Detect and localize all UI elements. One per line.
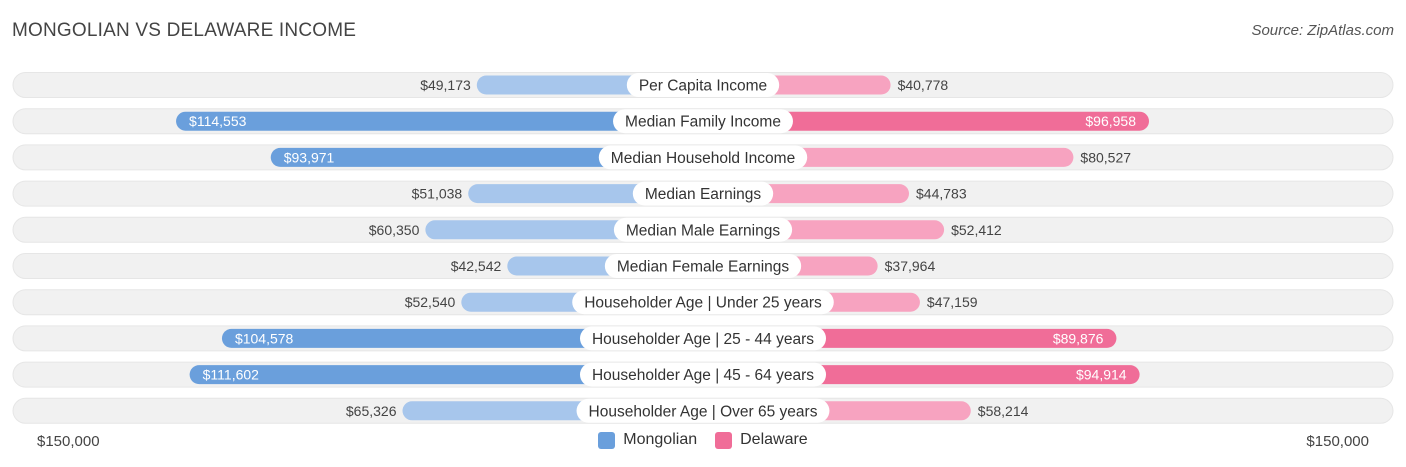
category-label-row-8: Householder Age | 45 - 64 years xyxy=(592,367,814,384)
legend-swatch-delaware xyxy=(715,431,733,449)
value-label-mongolian-row-1: $114,553 xyxy=(189,113,247,129)
bar-mongolian-row-1 xyxy=(176,111,703,131)
category-label-row-1: Median Family Income xyxy=(625,114,781,131)
value-label-delaware-row-2: $80,527 xyxy=(1080,149,1131,165)
value-label-delaware-row-3: $44,783 xyxy=(916,186,967,202)
category-label-row-2: Median Household Income xyxy=(611,150,795,167)
category-pill-row-8 xyxy=(579,362,827,387)
category-pill-row-3 xyxy=(632,181,774,206)
category-label-row-4: Median Male Earnings xyxy=(626,222,780,239)
axis-label-right: $150,000 xyxy=(1306,433,1369,450)
value-label-mongolian-row-9: $65,326 xyxy=(346,403,397,419)
value-label-mongolian-row-8: $111,602 xyxy=(203,367,260,383)
category-pill-row-5 xyxy=(604,254,802,278)
category-pill-row-4 xyxy=(613,217,793,242)
category-label-row-9: Householder Age | Over 65 years xyxy=(589,403,818,420)
value-label-mongolian-row-2: $93,971 xyxy=(284,149,335,165)
value-label-mongolian-row-4: $60,350 xyxy=(369,222,420,238)
legend-label-mongolian: Mongolian xyxy=(623,431,698,448)
legend: Mongolian Delaware xyxy=(0,431,1406,449)
category-label-row-5: Median Female Earnings xyxy=(617,259,790,276)
category-pill-row-0 xyxy=(626,73,780,97)
category-label-row-3: Median Earnings xyxy=(645,186,762,203)
category-pill-row-9 xyxy=(576,398,830,423)
category-pill-row-2 xyxy=(598,145,808,170)
legend-swatch-mongolian xyxy=(598,431,616,449)
source-credit: Source: ZipAtlas.com xyxy=(1251,22,1394,39)
category-label-row-0: Per Capita Income xyxy=(639,78,767,95)
category-label-row-6: Householder Age | Under 25 years xyxy=(584,295,822,312)
value-label-mongolian-row-3: $51,038 xyxy=(412,186,463,202)
bar-mongolian-row-2 xyxy=(270,147,703,167)
value-label-delaware-row-6: $47,159 xyxy=(927,294,978,310)
category-label-row-7: Householder Age | 25 - 44 years xyxy=(592,331,814,348)
value-label-delaware-row-0: $40,778 xyxy=(898,77,949,93)
bar-delaware-row-1 xyxy=(703,111,1150,131)
legend-label-delaware: Delaware xyxy=(740,431,808,448)
value-label-mongolian-row-0: $49,173 xyxy=(420,77,471,93)
chart-title: MONGOLIAN VS DELAWARE INCOME xyxy=(12,20,357,41)
category-pill-row-7 xyxy=(579,326,827,351)
value-label-delaware-row-4: $52,412 xyxy=(951,222,1002,238)
value-label-delaware-row-5: $37,964 xyxy=(885,258,936,274)
bar-mongolian-row-8 xyxy=(189,365,703,385)
value-label-delaware-row-9: $58,214 xyxy=(978,403,1029,419)
value-label-mongolian-row-5: $42,542 xyxy=(451,258,502,274)
value-label-mongolian-row-7: $104,578 xyxy=(235,330,294,346)
legend-item-delaware[interactable]: Delaware xyxy=(715,431,808,449)
axis-label-left: $150,000 xyxy=(37,433,100,450)
value-label-delaware-row-7: $89,876 xyxy=(1053,330,1104,346)
value-label-delaware-row-1: $96,958 xyxy=(1085,113,1136,129)
value-label-mongolian-row-6: $52,540 xyxy=(405,294,456,310)
value-label-delaware-row-8: $94,914 xyxy=(1076,367,1127,383)
legend-item-mongolian[interactable]: Mongolian xyxy=(598,431,697,449)
category-pill-row-1 xyxy=(613,109,793,134)
category-pill-row-6 xyxy=(572,290,834,315)
